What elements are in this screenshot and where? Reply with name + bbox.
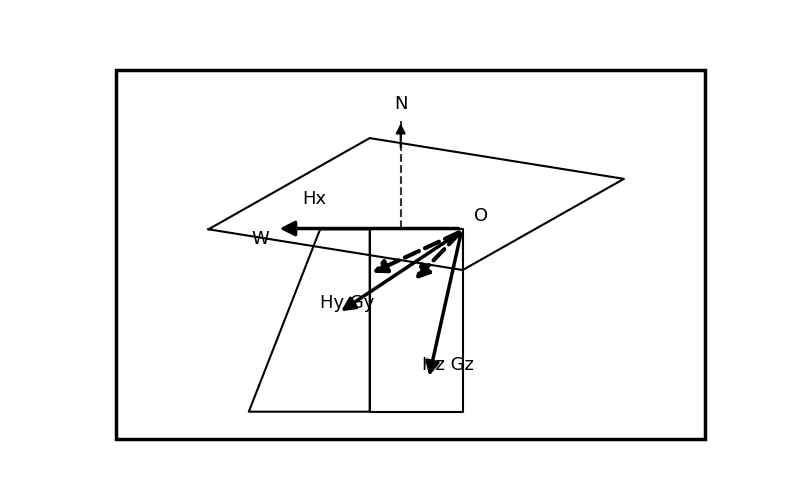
Text: W: W <box>252 230 270 248</box>
Text: Hx: Hx <box>302 190 326 208</box>
Text: Hy Gy: Hy Gy <box>320 294 374 312</box>
Text: Hz Gz: Hz Gz <box>422 356 474 374</box>
Text: N: N <box>394 95 407 113</box>
Text: O: O <box>474 208 488 225</box>
